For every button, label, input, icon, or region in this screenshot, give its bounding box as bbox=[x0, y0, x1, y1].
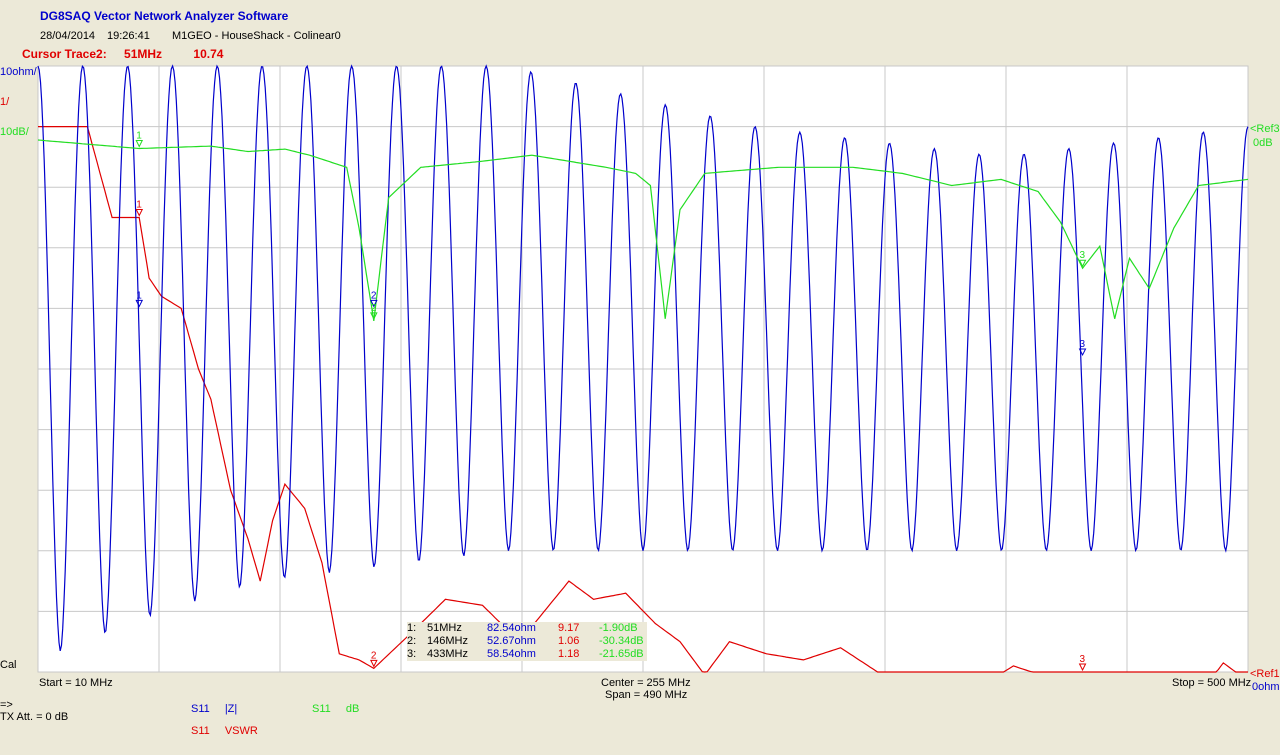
marker-db: -21.65dB bbox=[599, 648, 644, 660]
ref-blue-value: 0ohm bbox=[1252, 681, 1280, 693]
impedance-marker bbox=[135, 299, 144, 308]
ref3-label: <Ref3 bbox=[1250, 123, 1280, 135]
marker-id: 1: bbox=[407, 622, 417, 634]
app-title: DG8SAQ Vector Network Analyzer Software bbox=[40, 9, 289, 23]
vswr-marker bbox=[1078, 663, 1087, 672]
return-loss-marker-label: 1 bbox=[136, 131, 142, 142]
capture-date: 28/04/2014 bbox=[40, 30, 96, 42]
return-loss-trace bbox=[37, 139, 1249, 321]
legend-vswr[interactable]: S11 VSWR bbox=[191, 725, 258, 737]
center-freq: Center = 255 MHz bbox=[601, 677, 691, 689]
scale-green: 10dB/ bbox=[0, 126, 29, 138]
marker-table: 1: 51MHz 82.54ohm 9.17 -1.90dB 2: 146MHz… bbox=[407, 622, 647, 661]
marker-freq: 433MHz bbox=[427, 648, 468, 660]
vswr-marker-label: 2 bbox=[371, 650, 377, 661]
return-loss-marker-label: 2 bbox=[371, 303, 377, 314]
legend-vswr-name: VSWR bbox=[224, 725, 258, 737]
marker-row-3: 3: 433MHz 58.54ohm 1.18 -21.65dB bbox=[407, 648, 647, 661]
marker-z: 58.54ohm bbox=[487, 648, 536, 660]
return-loss-marker bbox=[1078, 259, 1087, 268]
cursor-label: Cursor Trace2: bbox=[22, 47, 107, 61]
marker-row-1: 1: 51MHz 82.54ohm 9.17 -1.90dB bbox=[407, 622, 647, 635]
legend-db-param: S11 bbox=[312, 703, 331, 715]
return-loss-marker bbox=[370, 312, 378, 320]
impedance-marker bbox=[370, 299, 378, 308]
legend-db[interactable]: S11 dB bbox=[312, 703, 359, 715]
cursor-freq: 51MHz bbox=[124, 47, 163, 61]
cal-label: Cal bbox=[0, 659, 17, 671]
marker-db: -1.90dB bbox=[599, 622, 638, 634]
ref1-label: <Ref1 bbox=[1250, 668, 1280, 680]
scale-blue: 10ohm/ bbox=[0, 66, 37, 78]
vswr-marker bbox=[370, 659, 378, 668]
marker-vswr: 1.06 bbox=[558, 635, 580, 647]
scale-red: 1/ bbox=[0, 96, 10, 108]
legend-vswr-param: S11 bbox=[191, 725, 210, 737]
plot-traces: 1 1 1 2 2 2 3 3 3 bbox=[37, 64, 1249, 673]
arrow-indicator: => bbox=[0, 699, 13, 711]
stop-freq: Stop = 500 MHz bbox=[1172, 677, 1252, 689]
vswr-trace bbox=[38, 126, 1248, 673]
marker-z: 82.54ohm bbox=[487, 622, 536, 634]
legend-db-name: dB bbox=[345, 703, 360, 715]
legend-z-param: S11 bbox=[191, 703, 210, 715]
marker-z: 52.67ohm bbox=[487, 635, 536, 647]
vswr-marker-label: 1 bbox=[136, 200, 142, 211]
span-freq: Span = 490 MHz bbox=[605, 689, 688, 701]
marker-db: -30.34dB bbox=[599, 635, 644, 647]
plot-grid bbox=[37, 65, 1249, 673]
impedance-marker-label: 3 bbox=[1080, 339, 1086, 350]
marker-freq: 146MHz bbox=[427, 635, 468, 647]
vswr-marker bbox=[135, 209, 144, 217]
impedance-trace bbox=[37, 64, 1249, 652]
marker-vswr: 9.17 bbox=[558, 622, 580, 634]
capture-time: 19:26:41 bbox=[107, 30, 150, 42]
impedance-marker-label: 1 bbox=[136, 290, 142, 301]
marker-row-2: 2: 146MHz 52.67ohm 1.06 -30.34dB bbox=[407, 635, 647, 648]
return-loss-marker bbox=[135, 140, 144, 148]
marker-id: 2: bbox=[407, 635, 417, 647]
marker-vswr: 1.18 bbox=[558, 648, 580, 660]
vswr-marker-label: 3 bbox=[1080, 654, 1086, 665]
cursor-readout: Cursor Trace2: 51MHz 10.74 bbox=[22, 47, 223, 61]
tx-attenuation: TX Att. = 0 dB bbox=[0, 711, 69, 723]
ref3-value: 0dB bbox=[1253, 137, 1273, 149]
impedance-marker-label: 2 bbox=[371, 290, 377, 301]
device-name: M1GEO - HouseShack - Colinear0 bbox=[172, 30, 341, 42]
return-loss-marker-label: 3 bbox=[1080, 250, 1086, 261]
cursor-value: 10.74 bbox=[193, 47, 224, 61]
impedance-marker bbox=[1078, 348, 1087, 357]
legend-z-name: |Z| bbox=[224, 703, 238, 715]
start-freq: Start = 10 MHz bbox=[39, 677, 113, 689]
marker-id: 3: bbox=[407, 648, 417, 660]
marker-freq: 51MHz bbox=[427, 622, 462, 634]
legend-z[interactable]: S11 |Z| bbox=[191, 703, 237, 715]
